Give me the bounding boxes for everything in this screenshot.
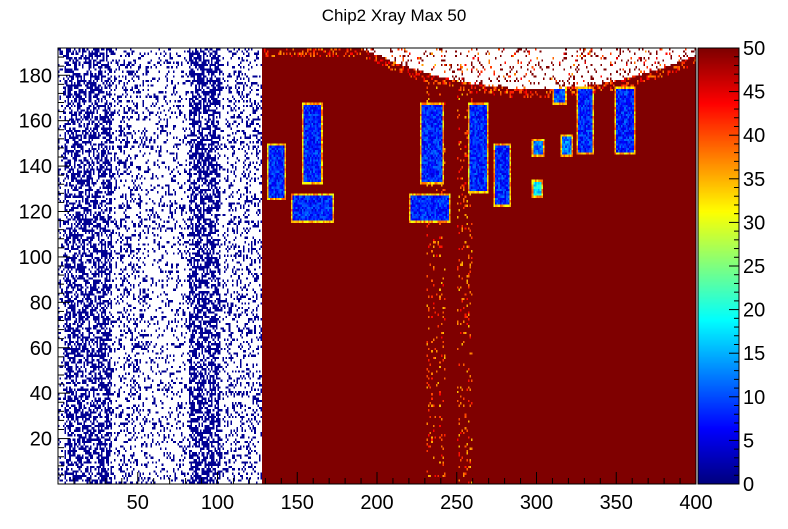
x-tick-label: 350 — [600, 492, 633, 514]
y-tick-label: 120 — [19, 202, 52, 224]
y-tick-label: 80 — [30, 292, 52, 314]
y-tick-label: 140 — [19, 156, 52, 178]
y-tick-label: 60 — [30, 338, 52, 360]
x-tick-label: 200 — [360, 492, 393, 514]
z-tick-label: 30 — [743, 212, 765, 234]
x-tick-label: 150 — [281, 492, 314, 514]
z-tick-label: 0 — [743, 474, 754, 496]
z-tick-label: 5 — [743, 430, 754, 452]
y-tick-label: 180 — [19, 65, 52, 87]
x-tick-label: 400 — [679, 492, 712, 514]
y-tick-label: 20 — [30, 429, 52, 451]
x-tick-label: 50 — [127, 492, 149, 514]
x-tick-label: 100 — [201, 492, 234, 514]
z-tick-label: 45 — [743, 82, 765, 104]
x-tick-label: 300 — [520, 492, 553, 514]
y-tick-label: 100 — [19, 247, 52, 269]
y-tick-label: 160 — [19, 111, 52, 133]
x-tick-label: 250 — [440, 492, 473, 514]
z-tick-label: 10 — [743, 387, 765, 409]
y-tick-label: 40 — [30, 383, 52, 405]
z-tick-label: 25 — [743, 256, 765, 278]
z-tick-label: 20 — [743, 300, 765, 322]
z-tick-label: 40 — [743, 125, 765, 147]
z-tick-label: 15 — [743, 343, 765, 365]
z-tick-label: 50 — [743, 38, 765, 60]
z-tick-label: 35 — [743, 169, 765, 191]
heatmap-image — [58, 48, 696, 484]
